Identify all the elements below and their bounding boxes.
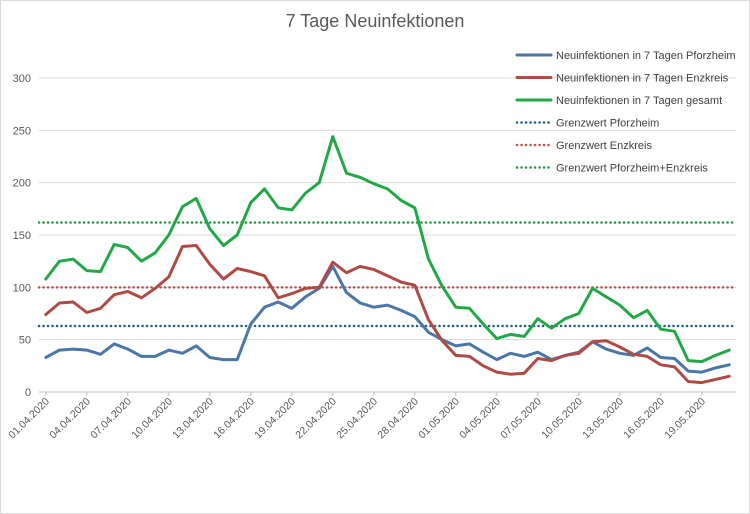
legend-label: Grenzwert Pforzheim+Enzkreis (556, 163, 708, 175)
x-axis-tick-labels: 01.04.202004.04.202007.04.202010.04.2020… (6, 392, 708, 441)
x-tick-label: 28.04.2020 (375, 396, 421, 442)
x-tick-label: 01.04.2020 (6, 396, 52, 442)
legend: Neuinfektionen in 7 Tagen Pforzheim Neuin… (515, 50, 736, 175)
x-tick-label: 19.04.2020 (252, 396, 298, 442)
y-tick-label: 150 (13, 230, 31, 242)
legend-label: Grenzwert Pforzheim (556, 118, 659, 130)
x-tick-label: 16.05.2020 (621, 396, 667, 442)
series-line (44, 264, 731, 374)
x-tick-label: 07.05.2020 (498, 396, 544, 442)
x-tick-label: 04.04.2020 (47, 396, 93, 442)
series-line (44, 244, 731, 385)
series-lines (37, 135, 738, 385)
x-tick-label: 22.04.2020 (293, 396, 339, 442)
x-tick-label: 13.04.2020 (170, 396, 216, 442)
y-tick-label: 50 (19, 335, 31, 347)
legend-label: Grenzwert Enzkreis (556, 140, 652, 152)
x-tick-label: 10.04.2020 (129, 396, 175, 442)
x-tick-label: 10.05.2020 (539, 396, 585, 442)
y-tick-label: 200 (13, 178, 31, 190)
x-tick-label: 16.04.2020 (211, 396, 257, 442)
x-tick-label: 25.04.2020 (334, 396, 380, 442)
y-tick-label: 0 (25, 387, 31, 399)
y-tick-label: 300 (13, 73, 31, 85)
y-axis-tick-labels: 0 50 100 150 200 250 300 (13, 73, 31, 399)
y-tick-label: 100 (13, 282, 31, 294)
x-tick-label: 07.04.2020 (88, 396, 134, 442)
x-tick-label: 01.05.2020 (416, 396, 462, 442)
legend-label: Neuinfektionen in 7 Tagen gesamt (556, 95, 722, 107)
y-tick-label: 250 (13, 125, 31, 137)
x-tick-label: 13.05.2020 (580, 396, 626, 442)
chart-title: 7 Tage Neuinfektionen (285, 11, 465, 31)
x-tick-label: 04.05.2020 (457, 396, 503, 442)
legend-label: Neuinfektionen in 7 Tagen Pforzheim (556, 50, 736, 62)
series-line (44, 135, 731, 364)
x-tick-label: 19.05.2020 (662, 396, 708, 442)
legend-label: Neuinfektionen in 7 Tagen Enzkreis (556, 73, 729, 85)
